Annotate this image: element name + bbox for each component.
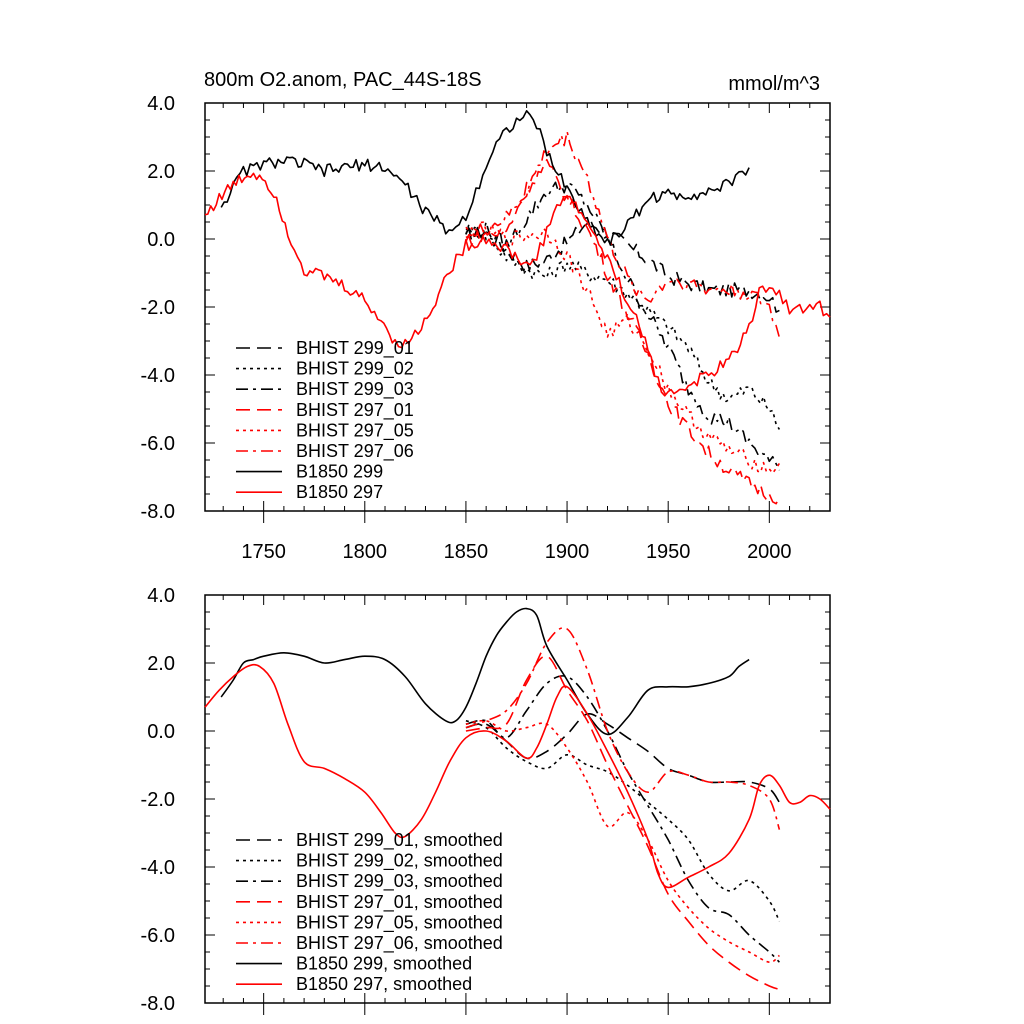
legend-label: BHIST 299_02 (296, 359, 414, 380)
y-tick-label: -6.0 (141, 433, 175, 455)
y-tick-label: -2.0 (141, 789, 175, 811)
series-line (465, 158, 781, 505)
legend-label: B1850 297, smoothed (296, 974, 472, 994)
series-line (465, 627, 781, 830)
legend-label: B1850 297 (296, 482, 383, 502)
y-tick-label: 4.0 (147, 585, 175, 607)
units-label: mmol/m^3 (728, 73, 820, 95)
series-line (465, 130, 781, 338)
y-tick-label: -4.0 (141, 365, 175, 387)
legend-label: BHIST 297_05 (296, 420, 414, 441)
y-tick-label: -8.0 (141, 993, 175, 1015)
y-tick-label: -4.0 (141, 857, 175, 879)
series-line (204, 172, 831, 397)
x-tick-label: 1800 (343, 541, 388, 563)
y-tick-label: 0.0 (147, 229, 175, 251)
top-panel: 4.0 2.0 0.0 -2.0 -4.0 -6.0 -8.0 1750 1800 1850 190… (141, 93, 831, 563)
legend-label: BHIST 297_05, smoothed (296, 912, 503, 933)
series-line (465, 720, 781, 922)
y-tick-label: 4.0 (147, 93, 175, 115)
y-tick-label: 0.0 (147, 721, 175, 743)
legend-label: B1850 299 (296, 462, 383, 482)
series-line (465, 181, 781, 471)
legend-label: BHIST 297_06 (296, 441, 414, 462)
x-tick-label: 1900 (545, 541, 590, 563)
series-line (465, 221, 781, 474)
legend-label: BHIST 297_01, smoothed (296, 892, 503, 913)
series-line (465, 675, 780, 963)
legend-label: BHIST 299_02, smoothed (296, 851, 503, 872)
legend-label: BHIST 299_01, smoothed (296, 830, 503, 851)
series-line (220, 110, 750, 246)
y-tick-label: 2.0 (147, 653, 175, 675)
legend-label: B1850 299, smoothed (296, 954, 472, 974)
x-tick-label: 1850 (444, 541, 489, 563)
x-tick-label: 1950 (646, 541, 691, 563)
series-line (220, 607, 750, 736)
legend-label: BHIST 299_03 (296, 379, 414, 400)
series-line (465, 224, 781, 430)
bottom-panel: 4.0 2.0 0.0 -2.0 -4.0 -6.0 -8.0 BHIST 299_01, s… (141, 585, 831, 1015)
series-line (465, 655, 780, 991)
legend-label: BHIST 297_01 (296, 400, 414, 421)
legend-label: BHIST 299_01 (296, 338, 414, 359)
y-tick-label: -6.0 (141, 925, 175, 947)
y-tick-label: -8.0 (141, 501, 175, 523)
series-line (465, 712, 781, 803)
y-tick-label: 2.0 (147, 161, 175, 183)
y-tick-label: -2.0 (141, 297, 175, 319)
series-line (465, 719, 780, 964)
chart-title: 800m O2.anom, PAC_44S-18S (204, 69, 482, 91)
series-line (204, 663, 831, 889)
legend-label: BHIST 297_06, smoothed (296, 933, 503, 954)
x-tick-label: 1750 (241, 541, 286, 563)
legend-label: BHIST 299_03, smoothed (296, 871, 503, 892)
x-tick-label: 2000 (747, 541, 792, 563)
